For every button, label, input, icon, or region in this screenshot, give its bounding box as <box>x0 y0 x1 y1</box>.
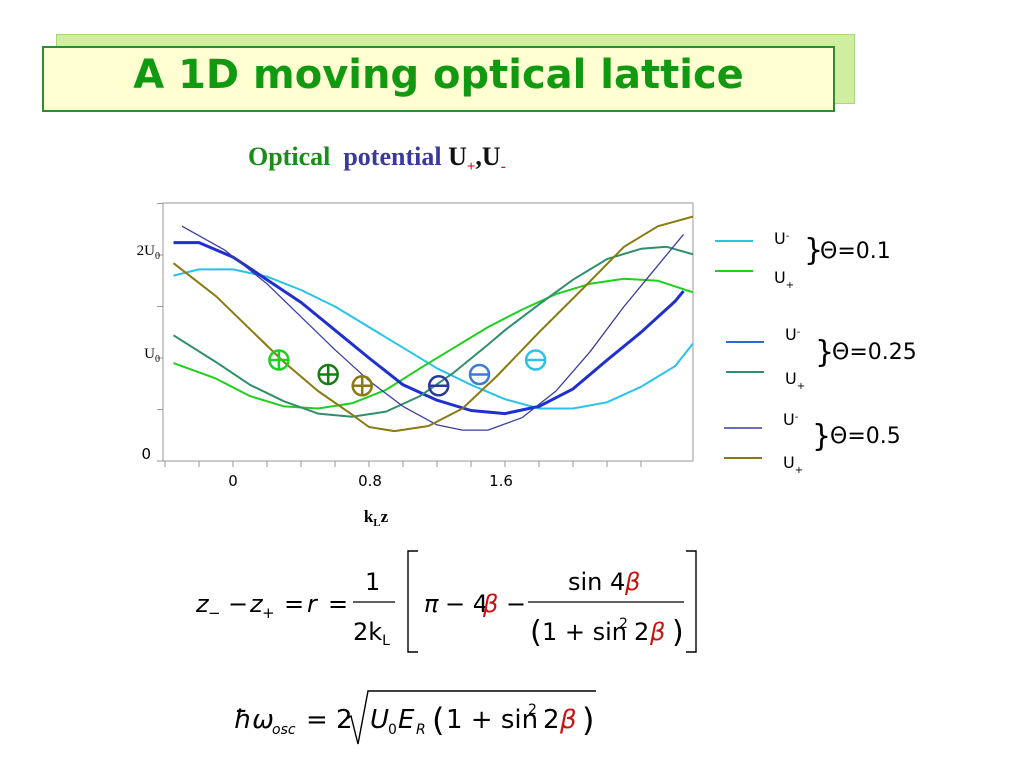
plus-marker <box>317 363 339 386</box>
svg-text:(: ( <box>530 615 542 650</box>
series-line <box>172 215 693 433</box>
svg-text:2kL: 2kL <box>353 618 390 649</box>
legend-label-u-minus: U- <box>783 410 799 429</box>
svg-text:): ) <box>672 615 684 650</box>
svg-text:β: β <box>559 705 577 735</box>
x-tick-label-1-6: 1.6 <box>489 472 513 490</box>
svg-text:−: − <box>506 590 526 618</box>
chart-subtitle: Optical potential U+,U- <box>248 142 506 176</box>
series-lines <box>172 215 693 433</box>
series-line <box>173 241 685 416</box>
legend-theta-label: Θ=0.1 <box>820 239 891 264</box>
series-line <box>181 225 685 431</box>
legend-group-theta-0-5: U- U+ } Θ=0.5 <box>724 410 901 476</box>
subtitle-word-potential: potential <box>343 142 442 171</box>
subtitle-u-minus: U- <box>481 142 506 176</box>
legend-group-theta-0-25: U- U+ } Θ=0.25 <box>726 325 917 392</box>
svg-text:β: β <box>649 618 665 646</box>
svg-text:+: + <box>262 604 275 622</box>
legend-label-u-minus: U- <box>774 229 790 248</box>
svg-text:−: − <box>208 604 221 622</box>
svg-text:1: 1 <box>365 568 380 596</box>
legend-brace: } <box>804 233 823 268</box>
legend-group-theta-0-1: U- U+ } Θ=0.1 <box>715 229 891 291</box>
legend-brace: } <box>815 335 834 370</box>
svg-text:U: U <box>370 705 389 735</box>
svg-text:=: = <box>284 590 304 618</box>
svg-text:0: 0 <box>388 722 397 738</box>
svg-text:2: 2 <box>634 618 649 646</box>
subtitle-word-optical: Optical <box>248 142 331 171</box>
charge-markers <box>268 349 547 397</box>
subtitle-comma: , <box>475 142 482 171</box>
svg-text:2: 2 <box>619 616 628 632</box>
plus-marker <box>351 375 373 397</box>
svg-text:=: = <box>328 590 348 618</box>
legend-label-u-plus: U+ <box>774 268 794 291</box>
subtitle-u-plus: U+ <box>448 142 476 176</box>
minus-marker <box>468 363 491 386</box>
svg-text:E: E <box>398 705 415 735</box>
svg-text:2: 2 <box>528 702 537 718</box>
slide-title: A 1D moving optical lattice <box>133 52 744 98</box>
svg-text:ħω: ħω <box>234 705 274 735</box>
legend-label-u-plus: U+ <box>783 453 803 476</box>
svg-text:−: − <box>228 590 248 618</box>
y-tick-label-2u0: 2U0 <box>137 243 160 262</box>
title-box: A 1D moving optical lattice <box>42 46 835 112</box>
plot-frame <box>162 202 694 462</box>
legend-brace: } <box>812 419 831 454</box>
svg-text:osc: osc <box>272 722 296 738</box>
svg-text:z: z <box>249 590 264 618</box>
x-axis-ticks <box>164 461 642 467</box>
legend-theta-label: Θ=0.5 <box>830 424 901 449</box>
svg-text:(: ( <box>432 701 444 739</box>
x-tick-label-0-8: 0.8 <box>358 472 382 490</box>
svg-text:2: 2 <box>543 705 560 735</box>
potential-chart: 2U0 U0 0 0 0.8 1.6 kLz U- U+ } Θ=0.1 U- … <box>137 202 917 529</box>
svg-text:1 + sin: 1 + sin <box>446 705 538 735</box>
svg-text:= 2: = 2 <box>306 705 353 735</box>
plus-marker <box>268 349 290 371</box>
minus-marker <box>427 375 450 397</box>
svg-text:π: π <box>424 590 439 618</box>
svg-text:z: z <box>195 590 210 618</box>
series-line <box>173 268 693 410</box>
series-line <box>173 277 693 410</box>
legend-theta-label: Θ=0.25 <box>832 340 917 365</box>
svg-text:1 + sin: 1 + sin <box>542 618 627 646</box>
minus-marker <box>524 349 547 371</box>
x-tick-label-0: 0 <box>228 472 238 490</box>
y-tick-label-u0: U0 <box>144 346 160 365</box>
svg-text:β: β <box>624 568 640 596</box>
svg-text:− 4: − 4 <box>445 590 488 618</box>
svg-text:R: R <box>416 722 426 738</box>
svg-text:): ) <box>582 701 594 739</box>
series-line <box>172 245 693 418</box>
legend-label-u-plus: U+ <box>785 369 805 392</box>
y-axis-ticks <box>157 203 163 462</box>
svg-text:r: r <box>307 590 319 618</box>
y-tick-label-0: 0 <box>141 445 151 463</box>
svg-text:β: β <box>482 590 498 618</box>
legend-label-u-minus: U- <box>785 325 801 344</box>
svg-text:sin 4: sin 4 <box>568 568 625 596</box>
x-axis-label: kLz <box>364 507 389 529</box>
